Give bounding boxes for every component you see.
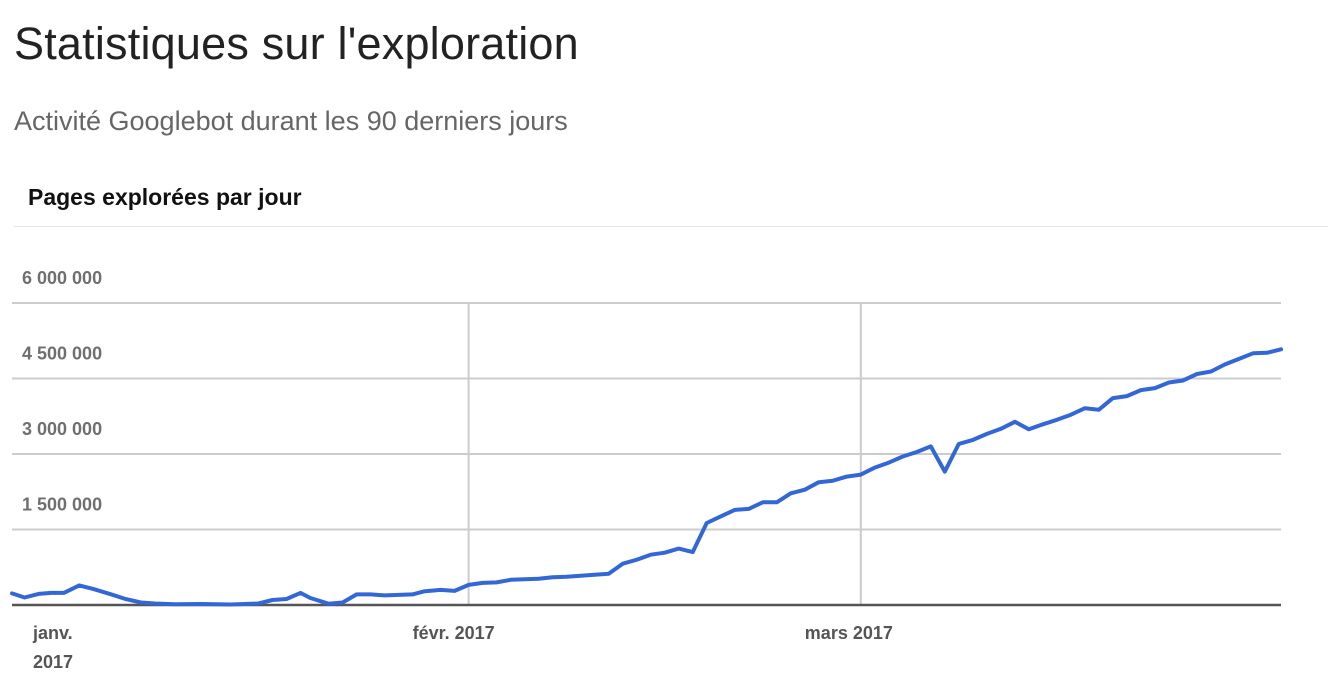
section-divider [14,226,1328,227]
chart-section-title: Pages explorées par jour [28,184,302,210]
y-tick-label: 3 000 000 [22,419,102,439]
series-group [10,347,1283,607]
page-subtitle: Activité Googlebot durant les 90 dernier… [14,106,568,136]
x-tick-label: mars 2017 [805,623,893,643]
y-tick-label: 4 500 000 [22,344,102,364]
y-tick-label: 1 500 000 [22,495,102,515]
x-tick-label: 2017 [33,652,73,672]
x-tick-label: févr. 2017 [413,623,495,643]
page-title: Statistiques sur l'exploration [14,18,579,69]
y-gridlines [12,302,1281,531]
y-tick-labels: 1 500 000 3 000 000 4 500 000 6 000 000 [22,268,102,515]
x-gridlines [467,303,862,605]
y-tick-label: 6 000 000 [22,268,102,288]
x-tick-label: janv. [32,623,73,643]
x-tick-labels: janv. 2017 févr. 2017 mars 2017 [32,623,893,672]
series-line [10,347,1283,607]
